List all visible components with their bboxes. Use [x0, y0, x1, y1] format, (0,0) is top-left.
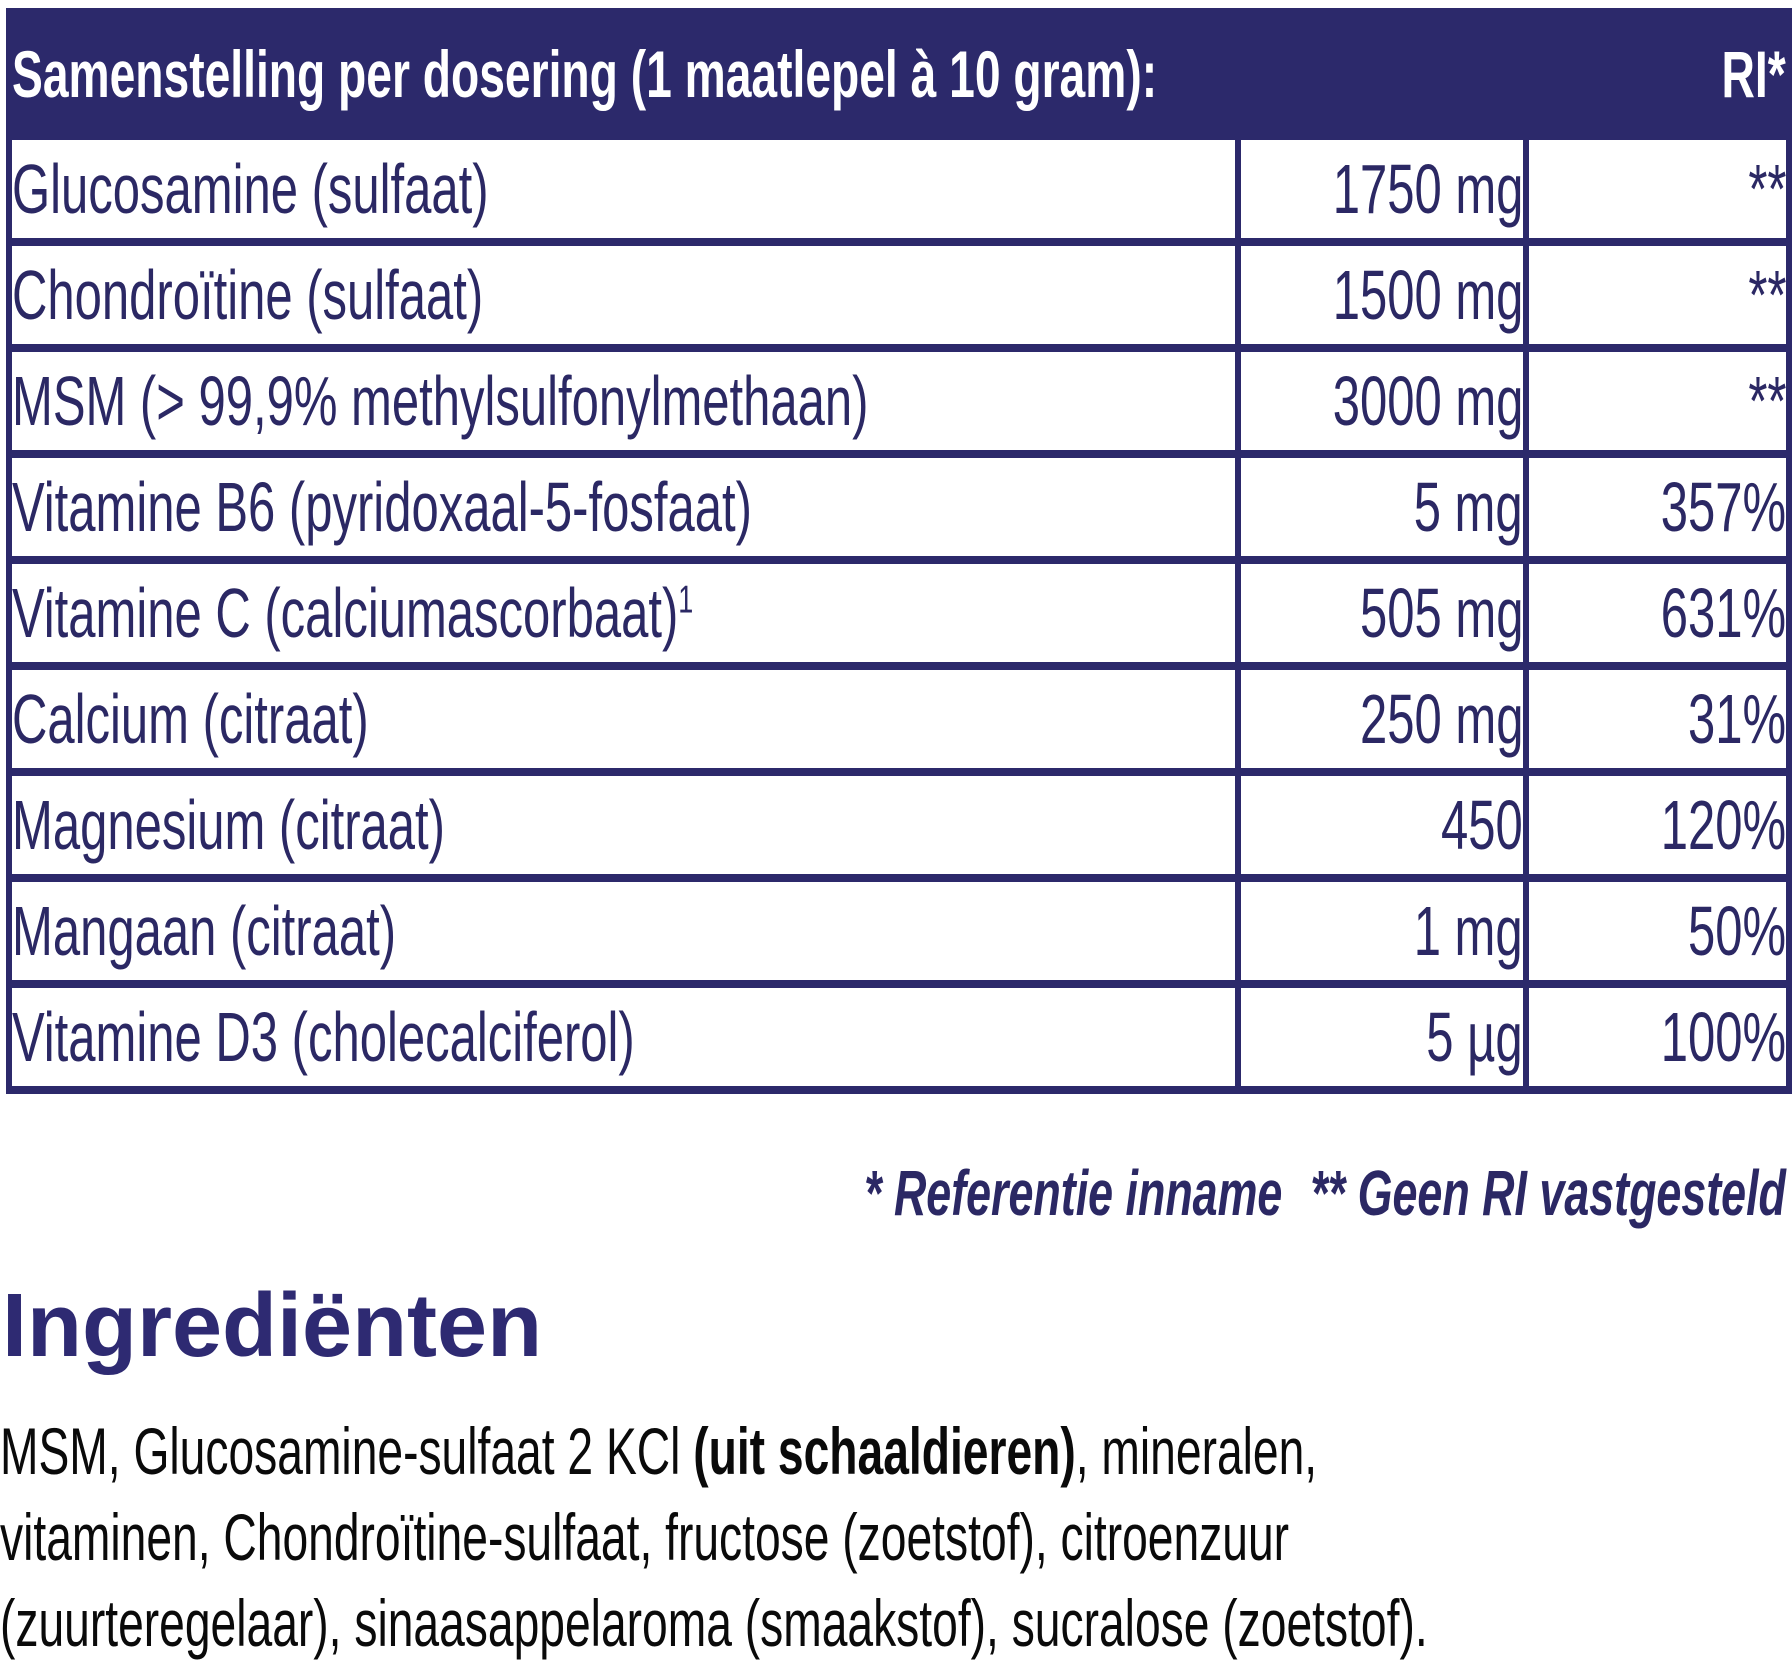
ri-cell: ** — [1523, 344, 1792, 458]
ingredient-name-cell: Magnesium (citraat) — [6, 768, 1241, 882]
ri-cell: ** — [1523, 238, 1792, 352]
table-header-row: Samenstelling per dosering (1 maatlepel … — [5, 8, 1792, 140]
ingredients-text: MSM, Glucosamine-sulfaat 2 KCl (uit scha… — [0, 1414, 1428, 1660]
amount-cell: 250 mg — [1234, 662, 1530, 776]
ingredient-name-cell: Chondroïtine (sulfaat) — [6, 238, 1241, 352]
amount-cell: 1750 mg — [1234, 132, 1530, 246]
table-row: Vitamine B6 (pyridoxaal-5-fosfaat) 5 mg … — [6, 450, 1792, 564]
amount-cell: 505 mg — [1234, 556, 1530, 670]
ri-cell: ** — [1523, 132, 1792, 246]
ingredient-name-cell: Glucosamine (sulfaat) — [6, 132, 1241, 246]
table-row: MSM (> 99,9% methylsulfonylmethaan) 3000… — [6, 344, 1792, 458]
ingredient-name-cell: Vitamine B6 (pyridoxaal-5-fosfaat) — [6, 450, 1241, 564]
ingredients-heading: Ingrediënten — [2, 1276, 543, 1376]
amount-cell: 1 mg — [1234, 874, 1530, 988]
table-title: Samenstelling per dosering (1 maatlepel … — [5, 8, 1530, 140]
table-row: Vitamine D3 (cholecalciferol) 5 µg 100% — [6, 980, 1792, 1094]
table-row: Vitamine C (calciumascorbaat)1 505 mg 63… — [6, 556, 1792, 670]
amount-cell: 5 µg — [1234, 980, 1530, 1094]
ri-cell: 31% — [1523, 662, 1792, 776]
footnote-ref-superscript: 1 — [678, 578, 694, 622]
ri-cell: 100% — [1523, 980, 1792, 1094]
ingredient-name-cell: Mangaan (citraat) — [6, 874, 1241, 988]
ingredient-name-cell: Vitamine D3 (cholecalciferol) — [6, 980, 1241, 1094]
ingredient-name-cell: MSM (> 99,9% methylsulfonylmethaan) — [6, 344, 1241, 458]
amount-cell: 3000 mg — [1234, 344, 1530, 458]
ri-cell: 50% — [1523, 874, 1792, 988]
table-row: Chondroïtine (sulfaat) 1500 mg ** — [6, 238, 1792, 352]
table-row: Calcium (citraat) 250 mg 31% — [6, 662, 1792, 776]
no-ri-note: ** Geen RI vastgesteld — [1310, 1157, 1786, 1229]
ri-cell: 631% — [1523, 556, 1792, 670]
ri-cell: 120% — [1523, 768, 1792, 882]
composition-table: Samenstelling per dosering (1 maatlepel … — [5, 8, 1792, 1094]
amount-cell: 1500 mg — [1234, 238, 1530, 352]
ingredient-name-cell: Vitamine C (calciumascorbaat)1 — [6, 556, 1241, 670]
reference-intake-note: * Referentie inname — [864, 1157, 1283, 1229]
ri-cell: 357% — [1523, 450, 1792, 564]
table-row: Glucosamine (sulfaat) 1750 mg ** — [6, 132, 1792, 246]
table-row: Magnesium (citraat) 450 120% — [6, 768, 1792, 882]
ingredient-name-cell: Calcium (citraat) — [6, 662, 1241, 776]
amount-cell: 450 — [1234, 768, 1530, 882]
table-row: Mangaan (citraat) 1 mg 50% — [6, 874, 1792, 988]
ri-column-header: RI* — [1523, 8, 1792, 140]
table-footnotes: * Referentie inname ** Geen RI vastgestel… — [0, 1158, 1786, 1228]
amount-cell: 5 mg — [1234, 450, 1530, 564]
